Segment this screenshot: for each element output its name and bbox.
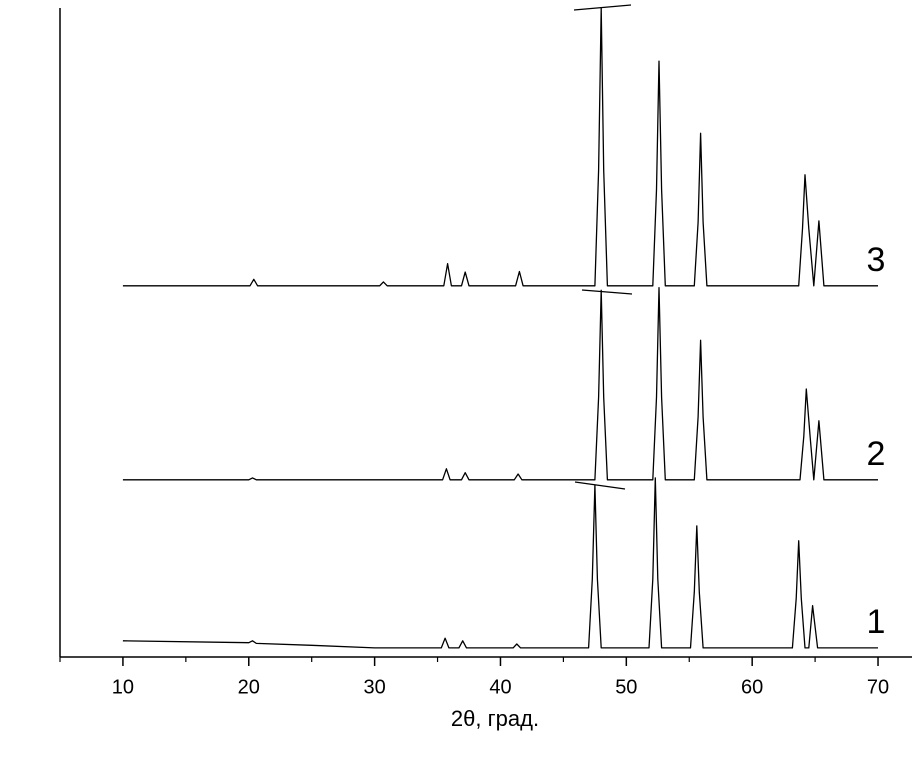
x-tick-label: 10 bbox=[112, 676, 134, 698]
series-label: 1 bbox=[867, 603, 886, 641]
x-tick-label: 60 bbox=[741, 676, 763, 698]
xrd-trace bbox=[122, 7, 878, 287]
break-mark bbox=[573, 4, 632, 11]
series-label: 3 bbox=[867, 241, 886, 279]
xrd-trace bbox=[122, 477, 878, 649]
break-mark bbox=[581, 289, 633, 295]
break-mark bbox=[574, 481, 626, 490]
x-tick-label: 30 bbox=[363, 676, 385, 698]
x-tick-label: 50 bbox=[615, 676, 637, 698]
xrd-trace bbox=[122, 287, 878, 481]
x-tick-label: 40 bbox=[489, 676, 511, 698]
x-tick-label: 70 bbox=[867, 676, 889, 698]
x-axis-label: 2θ, град. bbox=[451, 706, 539, 731]
series-label: 2 bbox=[867, 435, 886, 473]
x-tick-label: 20 bbox=[238, 676, 260, 698]
